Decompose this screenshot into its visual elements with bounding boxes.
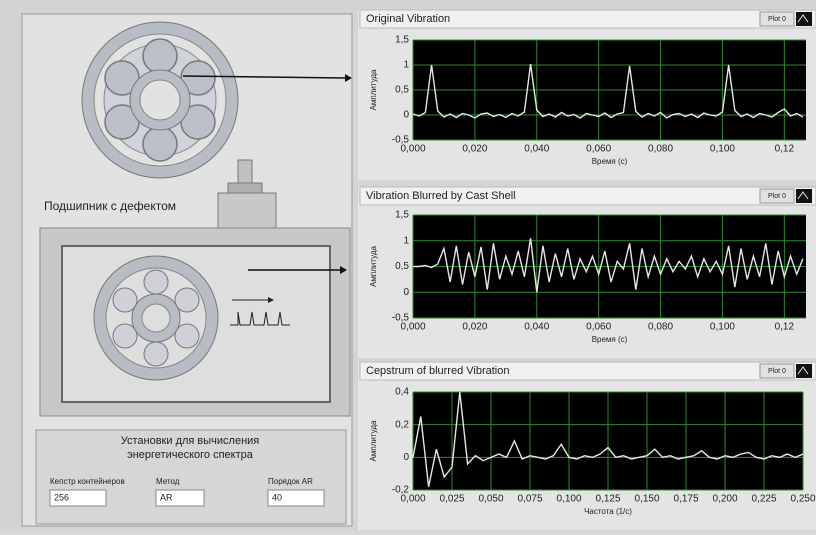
- x-tick-label: 0,020: [462, 322, 487, 333]
- x-tick-label: 0,100: [556, 494, 581, 505]
- settings-box: [35, 429, 347, 525]
- housing: [39, 227, 351, 417]
- x-axis-label: Время (с): [592, 157, 628, 166]
- x-tick-label: 0,100: [710, 144, 735, 155]
- sensor: [217, 159, 277, 230]
- x-tick-label: 0,000: [400, 144, 425, 155]
- x-tick-label: 0,080: [648, 144, 673, 155]
- x-tick-label: 0,125: [595, 494, 620, 505]
- y-tick-label: 1: [403, 60, 409, 71]
- control-label: Порядок AR: [268, 477, 313, 486]
- x-tick-label: 0,020: [462, 144, 487, 155]
- y-tick-label: -0,5: [392, 313, 410, 324]
- x-tick-label: 0,075: [517, 494, 542, 505]
- x-tick-label: 0,080: [648, 322, 673, 333]
- x-axis-label: Время (с): [592, 335, 628, 344]
- x-tick-label: 0,12: [775, 144, 795, 155]
- legend-swatch: [796, 364, 812, 378]
- x-tick-label: 0,250: [790, 494, 815, 505]
- y-tick-label: 0: [403, 452, 409, 463]
- x-tick-label: 0,200: [712, 494, 737, 505]
- chart-title: Original Vibration: [366, 13, 450, 25]
- y-tick-label: 0,4: [395, 387, 409, 398]
- y-tick-label: -0,5: [392, 135, 410, 146]
- input-value: 40: [272, 492, 282, 502]
- title-bar: [359, 186, 816, 206]
- y-tick-label: 1,5: [395, 210, 409, 221]
- legend-line: [797, 366, 809, 375]
- x-tick-label: 0,100: [710, 322, 735, 333]
- y-axis-label: Амплитуда: [369, 246, 378, 287]
- y-tick-label: 1: [403, 235, 409, 246]
- x-tick-label: 0,225: [751, 494, 776, 505]
- y-tick-label: 0: [403, 110, 409, 121]
- settings-title-box: Установки для вычисления энергетического…: [120, 435, 260, 461]
- line-series: [412, 391, 804, 487]
- line-series: [412, 63, 804, 119]
- y-tick-label: 0,2: [395, 419, 409, 430]
- y-tick-label: 0,5: [395, 85, 409, 96]
- x-tick-label: 0,040: [524, 144, 549, 155]
- x-tick-label: 0,040: [524, 322, 549, 333]
- input-value: AR: [160, 492, 173, 502]
- x-tick-label: 0,060: [586, 144, 611, 155]
- legend-box[interactable]: [759, 363, 795, 379]
- legend-line: [797, 14, 809, 23]
- y-tick-label: 0,5: [395, 261, 409, 272]
- legend-label: Plot 0: [768, 16, 786, 23]
- y-axis-label: Амплитуда: [369, 420, 378, 461]
- title-bar: [359, 9, 816, 29]
- x-tick-label: 0,000: [400, 494, 425, 505]
- x-tick-label: 0,12: [775, 322, 795, 333]
- legend-line: [797, 191, 809, 200]
- control-label: Кепстр контейнеров: [50, 477, 125, 486]
- x-axis-label: Частота (1/с): [584, 507, 632, 516]
- legend-box[interactable]: [759, 11, 795, 27]
- title-bar: [359, 361, 816, 381]
- x-tick-label: 0,025: [439, 494, 464, 505]
- chart-title: Cepstrum of blurred Vibration: [366, 365, 509, 377]
- x-tick-label: 0,050: [478, 494, 503, 505]
- y-tick-label: 1,5: [395, 35, 409, 46]
- x-tick-label: 0,175: [673, 494, 698, 505]
- legend-box[interactable]: [759, 188, 795, 204]
- legend-swatch: [796, 189, 812, 203]
- y-tick-label: 0: [403, 287, 409, 298]
- bearing-label: Подшипник с дефектом: [44, 199, 176, 213]
- y-tick-label: -0,2: [392, 485, 410, 496]
- x-tick-label: 0,060: [586, 322, 611, 333]
- legend-label: Plot 0: [768, 368, 786, 375]
- y-axis-label: Амплитуда: [369, 69, 378, 110]
- legend-swatch: [796, 12, 812, 26]
- settings-title: Установки для вычисления энергетического…: [120, 435, 260, 461]
- chart-title: Vibration Blurred by Cast Shell: [366, 190, 516, 202]
- input-field[interactable]: [155, 489, 205, 507]
- line-series: [413, 238, 804, 293]
- input-field[interactable]: [267, 489, 325, 507]
- input-value: 256: [54, 492, 69, 502]
- legend-label: Plot 0: [768, 193, 786, 200]
- input-field[interactable]: [49, 489, 107, 507]
- x-tick-label: 0,000: [400, 322, 425, 333]
- x-tick-label: 0,150: [634, 494, 659, 505]
- control-label: Метод: [156, 477, 180, 486]
- bearing-top: [81, 21, 352, 179]
